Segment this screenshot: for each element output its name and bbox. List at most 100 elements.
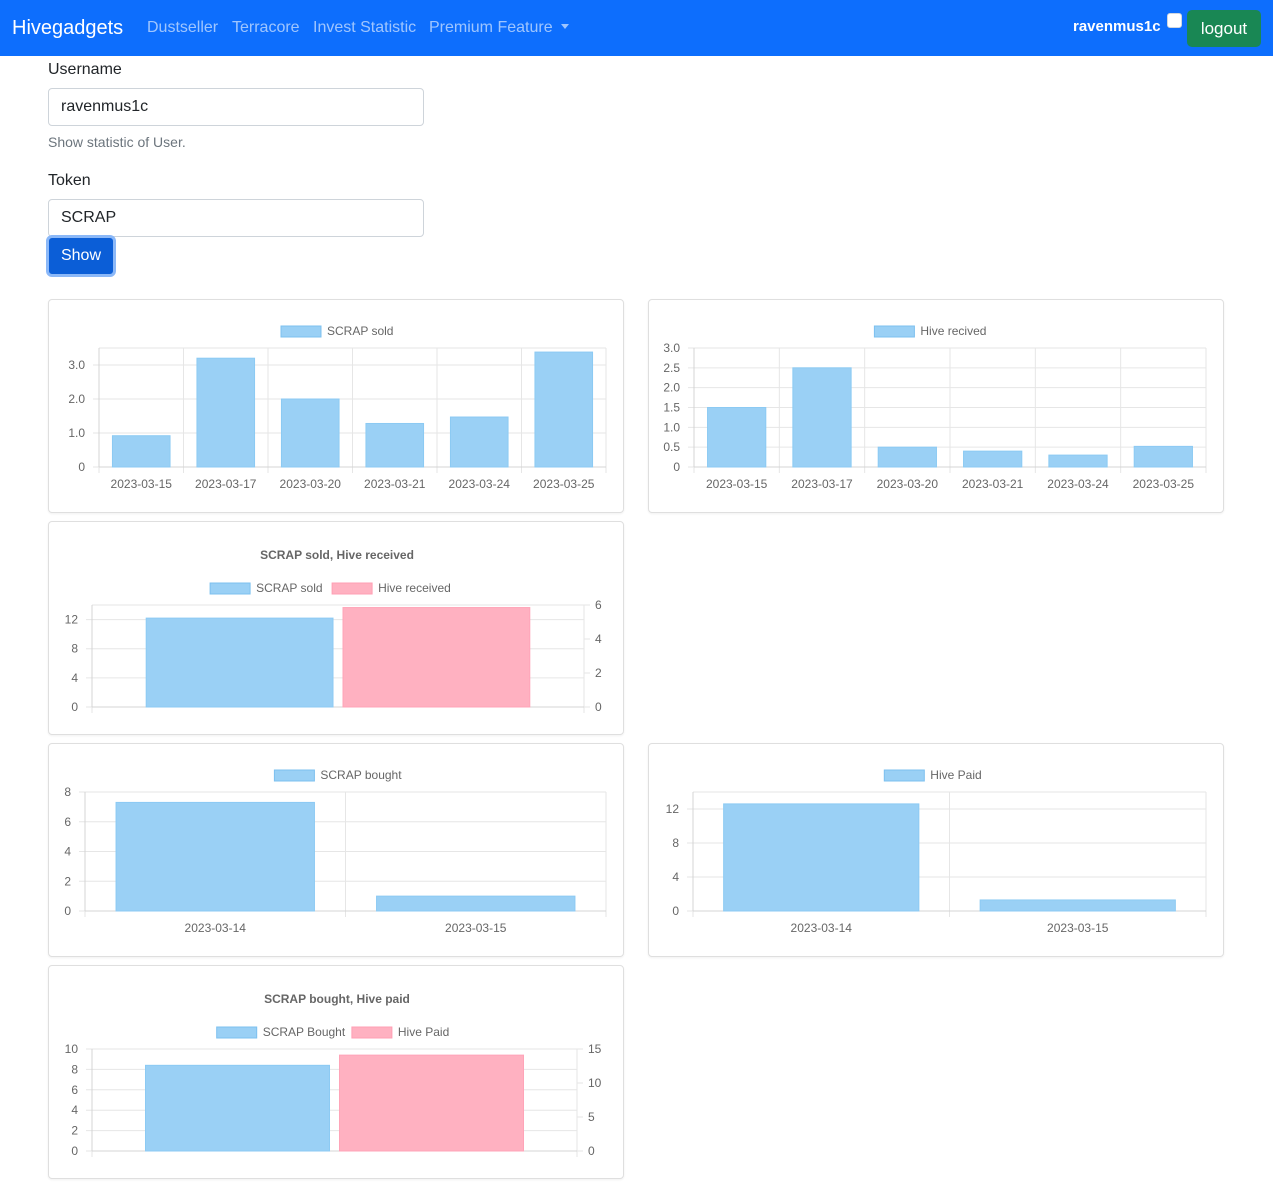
- top-navbar: Hivegadgets Dustseller Terracore Invest …: [0, 0, 1273, 56]
- scrap-sold-xtick-label-2: 2023-03-20: [280, 477, 342, 491]
- scrap-bought-hive-paid-ytick-label-4: 8: [71, 1062, 78, 1076]
- scrap-sold-ytick-label-0: 0: [78, 460, 85, 474]
- logout-button[interactable]: logout: [1187, 10, 1261, 47]
- hive-paid-legend-swatch-0: [883, 769, 925, 782]
- scrap-bought-hive-paid-ytick-label-5: 10: [65, 1042, 79, 1056]
- scrap-sold-legend-swatch-0: [280, 325, 322, 338]
- scrap-sold-hive-received-y2tick-label-1: 2: [595, 666, 602, 680]
- hive-received-xtick-label-0: 2023-03-15: [706, 477, 768, 491]
- scrap-bought-hive-paid-y2tick-label-1: 5: [588, 1110, 595, 1124]
- hive-received-ytick-label-4: 2.0: [663, 381, 680, 395]
- hive-received-ytick-label-5: 2.5: [663, 361, 680, 375]
- nav-link-terracore[interactable]: Terracore: [232, 19, 300, 36]
- scrap-sold-hive-received-ytick-label-3: 12: [65, 613, 79, 627]
- scrap-bought-hive-paid-bar-hive-paid-0: [339, 1054, 524, 1152]
- username-label: Username: [48, 61, 122, 78]
- hive-paid-bar-hive-paid-0: [723, 803, 920, 912]
- scrap-sold-xtick-label-1: 2023-03-17: [195, 477, 257, 491]
- hive-received-bar-hive-recived-0: [707, 407, 767, 468]
- chart-card-scrap-bought-hive-paid: SCRAP bought, Hive paid SCRAP Bought Hive …: [48, 965, 624, 1179]
- hive-received-ytick-label-6: 3.0: [663, 341, 680, 355]
- scrap-sold-ytick-label-1: 1.0: [68, 426, 85, 440]
- scrap-bought-bar-scrap-bought-0: [115, 801, 315, 912]
- scrap-bought-hive-paid-chart: SCRAP bought, Hive paid SCRAP Bought Hive …: [65, 992, 602, 1158]
- scrap-bought-hive-paid-ytick-label-1: 2: [71, 1124, 78, 1138]
- hive-paid-legend-label-hive-paid: Hive Paid: [930, 768, 981, 782]
- chevron-down-icon: [560, 24, 569, 29]
- hive-paid-ytick-label-0: 0: [672, 904, 679, 918]
- token-input[interactable]: [48, 199, 424, 237]
- scrap-sold-xtick-label-3: 2023-03-21: [364, 477, 426, 491]
- scrap-sold-ytick-label-3: 3.0: [68, 358, 85, 372]
- nav-link-dustseller[interactable]: Dustseller: [147, 19, 219, 36]
- hive-received-bar-hive-recived-4: [1048, 454, 1108, 468]
- hive-paid-ytick-label-2: 8: [672, 836, 679, 850]
- scrap-bought-hive-paid-ytick-label-0: 0: [71, 1144, 78, 1158]
- hive-received-chart: Hive recived 0 0.5 1.0 1.5 2.0 2.5 3.0 2023-03-1…: [663, 324, 1207, 491]
- brand-logo[interactable]: Hivegadgets: [12, 17, 124, 39]
- scrap-bought-ytick-label-3: 6: [64, 815, 71, 829]
- scrap-sold-chart: SCRAP sold 0 1.0 2.0 3.0 2023-03-15 2023-03-17…: [68, 324, 607, 491]
- show-button[interactable]: Show: [46, 235, 116, 277]
- scrap-bought-hive-paid-legend-swatch-1: [351, 1026, 393, 1039]
- scrap-bought-legend-swatch-0: [273, 769, 315, 782]
- scrap-sold-legend-label-scrap-sold: SCRAP sold: [327, 324, 393, 338]
- hive-received-ytick-label-2: 1.0: [663, 420, 680, 434]
- nav-username: ravenmus1c: [1073, 18, 1161, 35]
- chart-card-scrap-sold: SCRAP sold 0 1.0 2.0 3.0 2023-03-15 2023-03-17…: [48, 299, 624, 513]
- scrap-sold-ytick-label-2: 2.0: [68, 392, 85, 406]
- scrap-bought-chart: SCRAP bought 0 2 4 6 8 2023-03-14 2023-03-15: [64, 768, 607, 935]
- scrap-sold-hive-received-bar-scrap-sold-0: [145, 617, 334, 708]
- scrap-sold-hive-received-legend-swatch-0: [209, 582, 251, 595]
- scrap-sold-xtick-label-5: 2023-03-25: [533, 477, 595, 491]
- scrap-sold-hive-received-y2tick-label-0: 0: [595, 700, 602, 714]
- hive-paid-chart: Hive Paid 0 4 8 12 2023-03-14 2023-03-15: [666, 768, 1207, 935]
- scrap-bought-hive-paid-title: SCRAP bought, Hive paid: [264, 992, 410, 1006]
- scrap-bought-legend-label-scrap-bought: SCRAP bought: [320, 768, 402, 782]
- scrap-bought-ytick-label-1: 2: [64, 874, 71, 888]
- scrap-sold-xtick-label-0: 2023-03-15: [111, 477, 173, 491]
- hive-received-xtick-label-1: 2023-03-17: [791, 477, 853, 491]
- chart-card-hive-received: Hive recived 0 0.5 1.0 1.5 2.0 2.5 3.0 2023-03-1…: [648, 299, 1224, 513]
- scrap-sold-hive-received-ytick-label-2: 8: [71, 642, 78, 656]
- nav-link-invest-statistic[interactable]: Invest Statistic: [313, 19, 417, 36]
- hive-received-bar-hive-recived-5: [1133, 445, 1193, 468]
- nav-dropdown-label: Premium Feature: [429, 19, 553, 36]
- hive-received-legend-swatch-0: [873, 325, 915, 338]
- theme-toggle-checkbox[interactable]: [1167, 13, 1182, 28]
- username-input[interactable]: [48, 88, 424, 126]
- scrap-bought-ytick-label-4: 8: [64, 785, 71, 799]
- scrap-bought-hive-paid-ytick-label-2: 4: [71, 1103, 78, 1117]
- scrap-sold-bar-scrap-sold-4: [449, 416, 509, 468]
- hive-received-xtick-label-3: 2023-03-21: [962, 477, 1024, 491]
- hive-paid-xtick-label-1: 2023-03-15: [1047, 921, 1109, 935]
- nav-dropdown-premium-feature[interactable]: Premium Feature: [429, 18, 569, 38]
- scrap-sold-hive-received-ytick-label-1: 4: [71, 671, 78, 685]
- scrap-bought-ytick-label-0: 0: [64, 904, 71, 918]
- hive-received-ytick-label-1: 0.5: [663, 440, 680, 454]
- scrap-bought-hive-paid-y2tick-label-0: 0: [588, 1144, 595, 1158]
- chart-card-scrap-sold-hive-received: SCRAP sold, Hive received SCRAP sold Hive …: [48, 521, 624, 735]
- scrap-bought-hive-paid-y2tick-label-3: 15: [588, 1042, 602, 1056]
- scrap-sold-bar-scrap-sold-2: [280, 398, 340, 468]
- token-label: Token: [48, 172, 91, 189]
- hive-received-xtick-label-4: 2023-03-24: [1047, 477, 1109, 491]
- hive-received-bar-hive-recived-3: [963, 450, 1023, 468]
- hive-paid-ytick-label-3: 12: [666, 802, 680, 816]
- scrap-sold-bar-scrap-sold-0: [111, 435, 171, 468]
- scrap-sold-xtick-label-4: 2023-03-24: [449, 477, 511, 491]
- hive-received-bar-hive-recived-1: [792, 367, 852, 468]
- scrap-sold-hive-received-chart: SCRAP sold, Hive received SCRAP sold Hive …: [65, 548, 602, 714]
- scrap-bought-bar-scrap-bought-1: [376, 895, 576, 912]
- hive-paid-xtick-label-0: 2023-03-14: [791, 921, 853, 935]
- scrap-sold-bar-scrap-sold-5: [534, 351, 594, 468]
- username-help-text: Show statistic of User.: [48, 134, 186, 150]
- scrap-bought-xtick-label-0: 2023-03-14: [185, 921, 247, 935]
- scrap-sold-hive-received-bar-hive-received-0: [342, 607, 531, 708]
- scrap-sold-bar-scrap-sold-3: [365, 422, 425, 468]
- scrap-bought-hive-paid-y2tick-label-2: 10: [588, 1076, 602, 1090]
- hive-received-legend-label-hive-recived: Hive recived: [920, 324, 986, 338]
- scrap-sold-hive-received-legend-label-scrap-sold: SCRAP sold: [256, 581, 322, 595]
- scrap-bought-hive-paid-bar-scrap-bought-0: [145, 1064, 330, 1152]
- scrap-bought-hive-paid-ytick-label-3: 6: [71, 1083, 78, 1097]
